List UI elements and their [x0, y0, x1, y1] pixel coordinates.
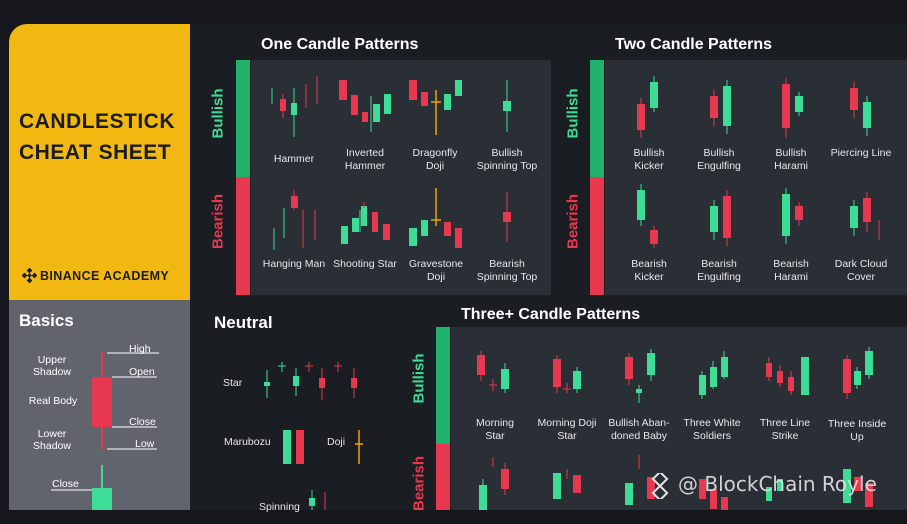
- morning-doji-star-caption: Morning Doji Star: [537, 417, 597, 442]
- brand-name: BINANCE ACADEMY: [40, 269, 170, 283]
- gravestone-doji-caption: Gravestone Doji: [408, 258, 464, 283]
- bearish-kicker-caption: Bearish Kicker: [631, 258, 667, 283]
- spinning-candles: [309, 490, 326, 510]
- shooting-star-candles: [341, 202, 390, 244]
- three-line-strike-candles: [766, 357, 809, 395]
- bullish-engulfing-candles: [710, 80, 731, 134]
- binance-diamond-icon: [21, 267, 38, 284]
- one-bearish-bar: [236, 177, 250, 295]
- bullish-spinning-top-candle: [503, 80, 511, 132]
- one-candle-panel: [251, 60, 551, 295]
- marubozu-candles: [283, 430, 304, 464]
- dark-cloud-cover-candles: [850, 192, 880, 240]
- hammer-caption: Hammer: [273, 153, 315, 165]
- watermark-text: @ BlockChain Royle: [678, 472, 877, 496]
- three-plus-chart: [477, 347, 873, 510]
- one-bullish-bar: [236, 60, 250, 177]
- bullish-engulfing-caption: Bullish Engulfing: [697, 147, 741, 172]
- inverted-hammer-candles: [339, 80, 391, 132]
- high-label: High: [129, 343, 151, 355]
- dragonfly-doji-caption: Dragonfly Doji: [412, 147, 458, 172]
- marubozu-label: Marubozu: [224, 436, 271, 448]
- morning-star-candles: [477, 351, 509, 393]
- star-label: Star: [223, 377, 243, 389]
- bearish-harami-caption: Bearish Harami: [773, 258, 809, 283]
- bullish-harami-candles: [782, 78, 803, 138]
- one-bearish-label: Bearish: [209, 193, 227, 250]
- watermark-logo-icon: [647, 470, 673, 502]
- basics-diagram: [51, 352, 159, 510]
- bullish-abandoned-baby-candles: [625, 349, 655, 403]
- hanging-man-candles: [273, 190, 316, 250]
- three-line-strike-caption: Three Line Strike: [759, 417, 811, 442]
- basics-title: Basics: [19, 311, 74, 330]
- bullish-kicker-caption: Bullish Kicker: [633, 147, 665, 172]
- bearish-three-candles: [479, 455, 873, 510]
- two-bullish-label: Bullish: [564, 88, 582, 139]
- bearish-engulfing-candles: [710, 190, 731, 246]
- bullish-kicker-candles: [637, 76, 658, 138]
- bullish-harami-caption: Bullish Harami: [774, 147, 808, 172]
- bearish-kicker-candles: [637, 184, 658, 248]
- hanging-man-caption: Hanging Man: [262, 258, 326, 270]
- close-label: Close: [129, 416, 156, 428]
- title-line-1: CANDLESTICK: [19, 110, 175, 133]
- one-candle-chart: [271, 76, 511, 250]
- three-inside-up-caption: Three Inside Up: [827, 418, 887, 443]
- three-inside-up-candles: [843, 347, 873, 399]
- real-body-label: Real Body: [28, 395, 78, 407]
- three-plus-title: Three+ Candle Patterns: [461, 306, 641, 323]
- open-label: Open: [129, 366, 155, 378]
- title-panel: [9, 24, 190, 300]
- two-candle-chart: [637, 76, 880, 248]
- three-white-soldiers-caption: Three White Soldiers: [683, 417, 741, 442]
- three-white-soldiers-candles: [699, 351, 728, 399]
- gravestone-doji-candles: [409, 188, 462, 248]
- neutral-title: Neutral: [214, 313, 273, 332]
- piercing-line-candles: [850, 82, 871, 136]
- close-label-2: Close: [52, 478, 79, 490]
- two-candle-title: Two Candle Patterns: [615, 36, 773, 53]
- bullish-abandoned-baby-caption: Bullish Aban- doned Baby: [608, 417, 670, 442]
- three-plus-panel: [451, 327, 907, 510]
- two-bearish-bar: [590, 177, 604, 295]
- three-bullish-label: Bullish: [410, 353, 428, 404]
- upper-shadow-label: Upper Shadow: [33, 354, 71, 378]
- two-bullish-bar: [590, 60, 604, 177]
- title-line-2: CHEAT SHEET: [19, 141, 172, 164]
- bearish-harami-candles: [782, 188, 803, 244]
- low-label: Low: [135, 438, 155, 450]
- dragonfly-doji-candles: [409, 80, 462, 135]
- morning-star-caption: Morning Star: [476, 417, 514, 442]
- bullish-spinning-top-caption: Bullish Spinning Top: [476, 147, 538, 172]
- star-candles: [264, 362, 357, 400]
- hammer-candles: [271, 76, 318, 137]
- lower-shadow-label: Lower Shadow: [33, 428, 71, 452]
- inverted-hammer-caption: Inverted Hammer: [344, 147, 386, 172]
- doji-label: Doji: [327, 436, 346, 448]
- two-bearish-label: Bearish: [564, 193, 582, 250]
- bearish-engulfing-caption: Bearish Engulfing: [697, 258, 741, 283]
- morning-doji-star-candles: [553, 355, 581, 393]
- three-bearish-bar: [436, 444, 450, 510]
- neutral-chart: [264, 362, 363, 510]
- shooting-star-caption: Shooting Star: [333, 258, 397, 270]
- bearish-spinning-top-caption: Bearish Spinning Top: [476, 258, 538, 283]
- three-bearish-label: Bearish: [410, 455, 428, 512]
- three-bullish-bar: [436, 327, 450, 444]
- piercing-line-caption: Piercing Line: [830, 147, 892, 159]
- dark-cloud-cover-caption: Dark Cloud Cover: [834, 258, 888, 283]
- doji-candle: [355, 430, 363, 464]
- one-bullish-label: Bullish: [209, 88, 227, 139]
- bearish-spinning-top-candle: [503, 192, 511, 242]
- one-candle-title: One Candle Patterns: [261, 36, 419, 53]
